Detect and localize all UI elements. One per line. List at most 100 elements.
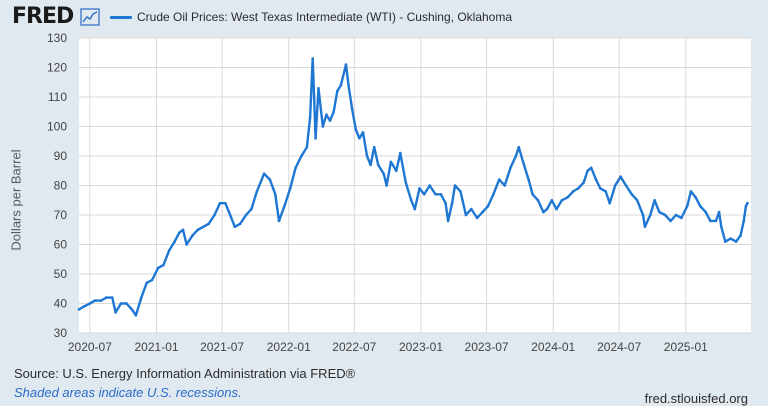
series-line-wti[interactable] (77, 57, 749, 317)
x-tick-label: 2021-01 (135, 340, 179, 354)
data-point (207, 222, 210, 226)
data-point (99, 299, 103, 302)
data-point (481, 210, 484, 214)
data-point (395, 169, 398, 173)
data-point (739, 234, 742, 237)
series-group (77, 57, 749, 317)
data-point (514, 154, 518, 158)
y-tick-label: 90 (54, 149, 68, 163)
data-point (93, 299, 97, 302)
data-point (262, 172, 266, 175)
data-point (724, 240, 727, 243)
data-point (709, 219, 712, 223)
site-url[interactable]: fred.stlouisfed.org (644, 391, 748, 406)
chart-header: FRED Crude Oil Prices: West Texas Interm… (0, 0, 768, 36)
x-tick-label: 2021-07 (200, 340, 244, 354)
data-point (571, 190, 575, 193)
data-point (238, 222, 242, 226)
gridlines (79, 37, 751, 334)
data-point (582, 181, 585, 184)
trend-graph-icon (80, 8, 100, 26)
data-point (653, 199, 656, 202)
recession-note[interactable]: Shaded areas indicate U.S. recessions. (14, 385, 242, 400)
data-point (361, 131, 365, 134)
y-tick-label: 80 (54, 179, 68, 193)
data-point (114, 311, 117, 314)
data-point (191, 234, 194, 237)
data-point (704, 210, 707, 214)
data-point (382, 172, 386, 175)
data-point (305, 145, 309, 149)
data-point (274, 193, 277, 196)
data-point (663, 213, 667, 217)
y-axis-title: Dollars per Barrel (6, 100, 26, 300)
data-point (658, 210, 661, 214)
data-point (475, 216, 479, 220)
data-point (213, 213, 216, 217)
data-point (336, 89, 339, 93)
y-tick-label: 50 (54, 267, 68, 281)
data-point (599, 187, 602, 190)
data-point (244, 213, 248, 217)
data-point (125, 302, 128, 305)
y-tick-label: 110 (48, 90, 67, 104)
data-point (486, 204, 490, 208)
data-point (178, 231, 181, 234)
data-point (619, 175, 622, 178)
data-point (459, 190, 462, 193)
data-point (643, 225, 647, 229)
data-point (734, 240, 738, 243)
data-point (328, 119, 332, 122)
data-point (464, 213, 468, 217)
data-point (376, 163, 380, 167)
data-point (185, 243, 188, 246)
data-point (699, 204, 702, 208)
data-point (720, 225, 723, 229)
x-tick-label: 2022-01 (267, 340, 311, 354)
data-point (674, 213, 678, 217)
x-tick-label: 2024-01 (531, 340, 575, 354)
data-point (277, 219, 281, 223)
x-tick-label: 2023-01 (399, 340, 443, 354)
y-tick-label: 60 (54, 238, 68, 252)
y-tick-label: 30 (54, 326, 68, 340)
data-point (450, 201, 454, 205)
data-point (413, 207, 417, 211)
fred-logo[interactable]: FRED (12, 4, 74, 29)
legend-swatch (110, 16, 132, 19)
data-point (283, 204, 286, 208)
data-point (404, 181, 408, 184)
data-point (218, 201, 222, 205)
data-point (111, 296, 114, 299)
data-point (140, 296, 143, 299)
data-point (594, 178, 598, 181)
data-point (608, 201, 611, 205)
data-point (332, 110, 336, 114)
data-point (589, 166, 593, 170)
data-point (130, 308, 134, 311)
data-point (689, 190, 693, 193)
data-point (434, 193, 437, 196)
data-point (649, 213, 652, 217)
data-point (314, 137, 317, 140)
data-point (233, 225, 237, 229)
legend-label: Crude Oil Prices: West Texas Intermediat… (137, 10, 513, 24)
data-point (156, 266, 160, 270)
data-point (527, 178, 530, 181)
data-point (576, 187, 580, 190)
data-point (389, 160, 393, 164)
data-point (497, 178, 501, 181)
data-point (566, 196, 569, 199)
data-point (536, 199, 540, 202)
data-point (339, 83, 343, 87)
data-point (550, 199, 554, 202)
data-point (145, 281, 148, 285)
data-point (167, 249, 171, 252)
line-chart: 30 40 50 60 70 80 90 100 110 120 130 2020-07 2021-0… (47, 31, 751, 354)
data-point (288, 187, 292, 190)
y-tick-label: 100 (47, 120, 67, 134)
x-tick-label: 2024-07 (597, 340, 641, 354)
data-point (509, 166, 512, 170)
data-point (268, 178, 272, 181)
data-point (372, 145, 376, 149)
